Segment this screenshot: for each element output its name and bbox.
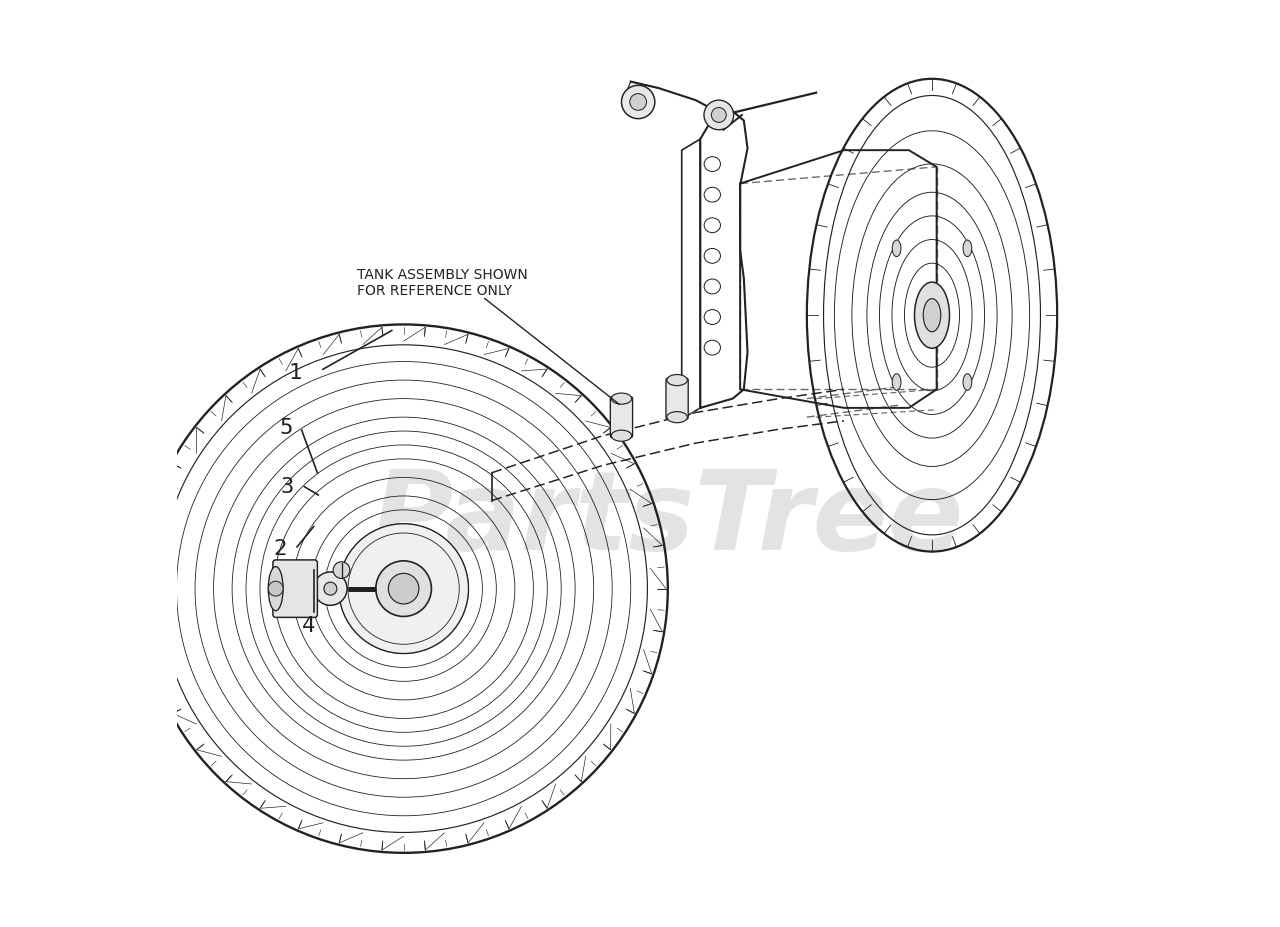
- Ellipse shape: [667, 375, 687, 386]
- FancyBboxPatch shape: [666, 378, 689, 419]
- Ellipse shape: [612, 430, 631, 441]
- Text: 4: 4: [302, 616, 316, 636]
- Text: 2: 2: [274, 539, 287, 559]
- Circle shape: [388, 573, 419, 604]
- Ellipse shape: [667, 412, 687, 423]
- Ellipse shape: [963, 240, 972, 257]
- Text: 1: 1: [288, 362, 302, 383]
- Ellipse shape: [892, 374, 901, 390]
- Circle shape: [339, 524, 468, 654]
- FancyBboxPatch shape: [273, 560, 317, 617]
- Ellipse shape: [892, 240, 901, 257]
- Circle shape: [324, 582, 337, 595]
- Ellipse shape: [963, 374, 972, 390]
- Ellipse shape: [612, 393, 631, 404]
- Circle shape: [314, 572, 347, 605]
- FancyBboxPatch shape: [611, 397, 632, 438]
- Ellipse shape: [914, 282, 950, 349]
- Ellipse shape: [923, 298, 941, 332]
- Circle shape: [704, 100, 733, 130]
- Circle shape: [712, 108, 726, 122]
- Circle shape: [269, 581, 283, 596]
- Ellipse shape: [269, 566, 283, 611]
- Circle shape: [376, 561, 431, 616]
- Circle shape: [630, 94, 646, 110]
- Text: PartsTree: PartsTree: [371, 465, 964, 573]
- Text: 3: 3: [282, 476, 294, 497]
- Text: 5: 5: [279, 418, 293, 438]
- Text: TANK ASSEMBLY SHOWN
FOR REFERENCE ONLY: TANK ASSEMBLY SHOWN FOR REFERENCE ONLY: [357, 268, 529, 298]
- Circle shape: [622, 85, 655, 119]
- Circle shape: [333, 562, 349, 578]
